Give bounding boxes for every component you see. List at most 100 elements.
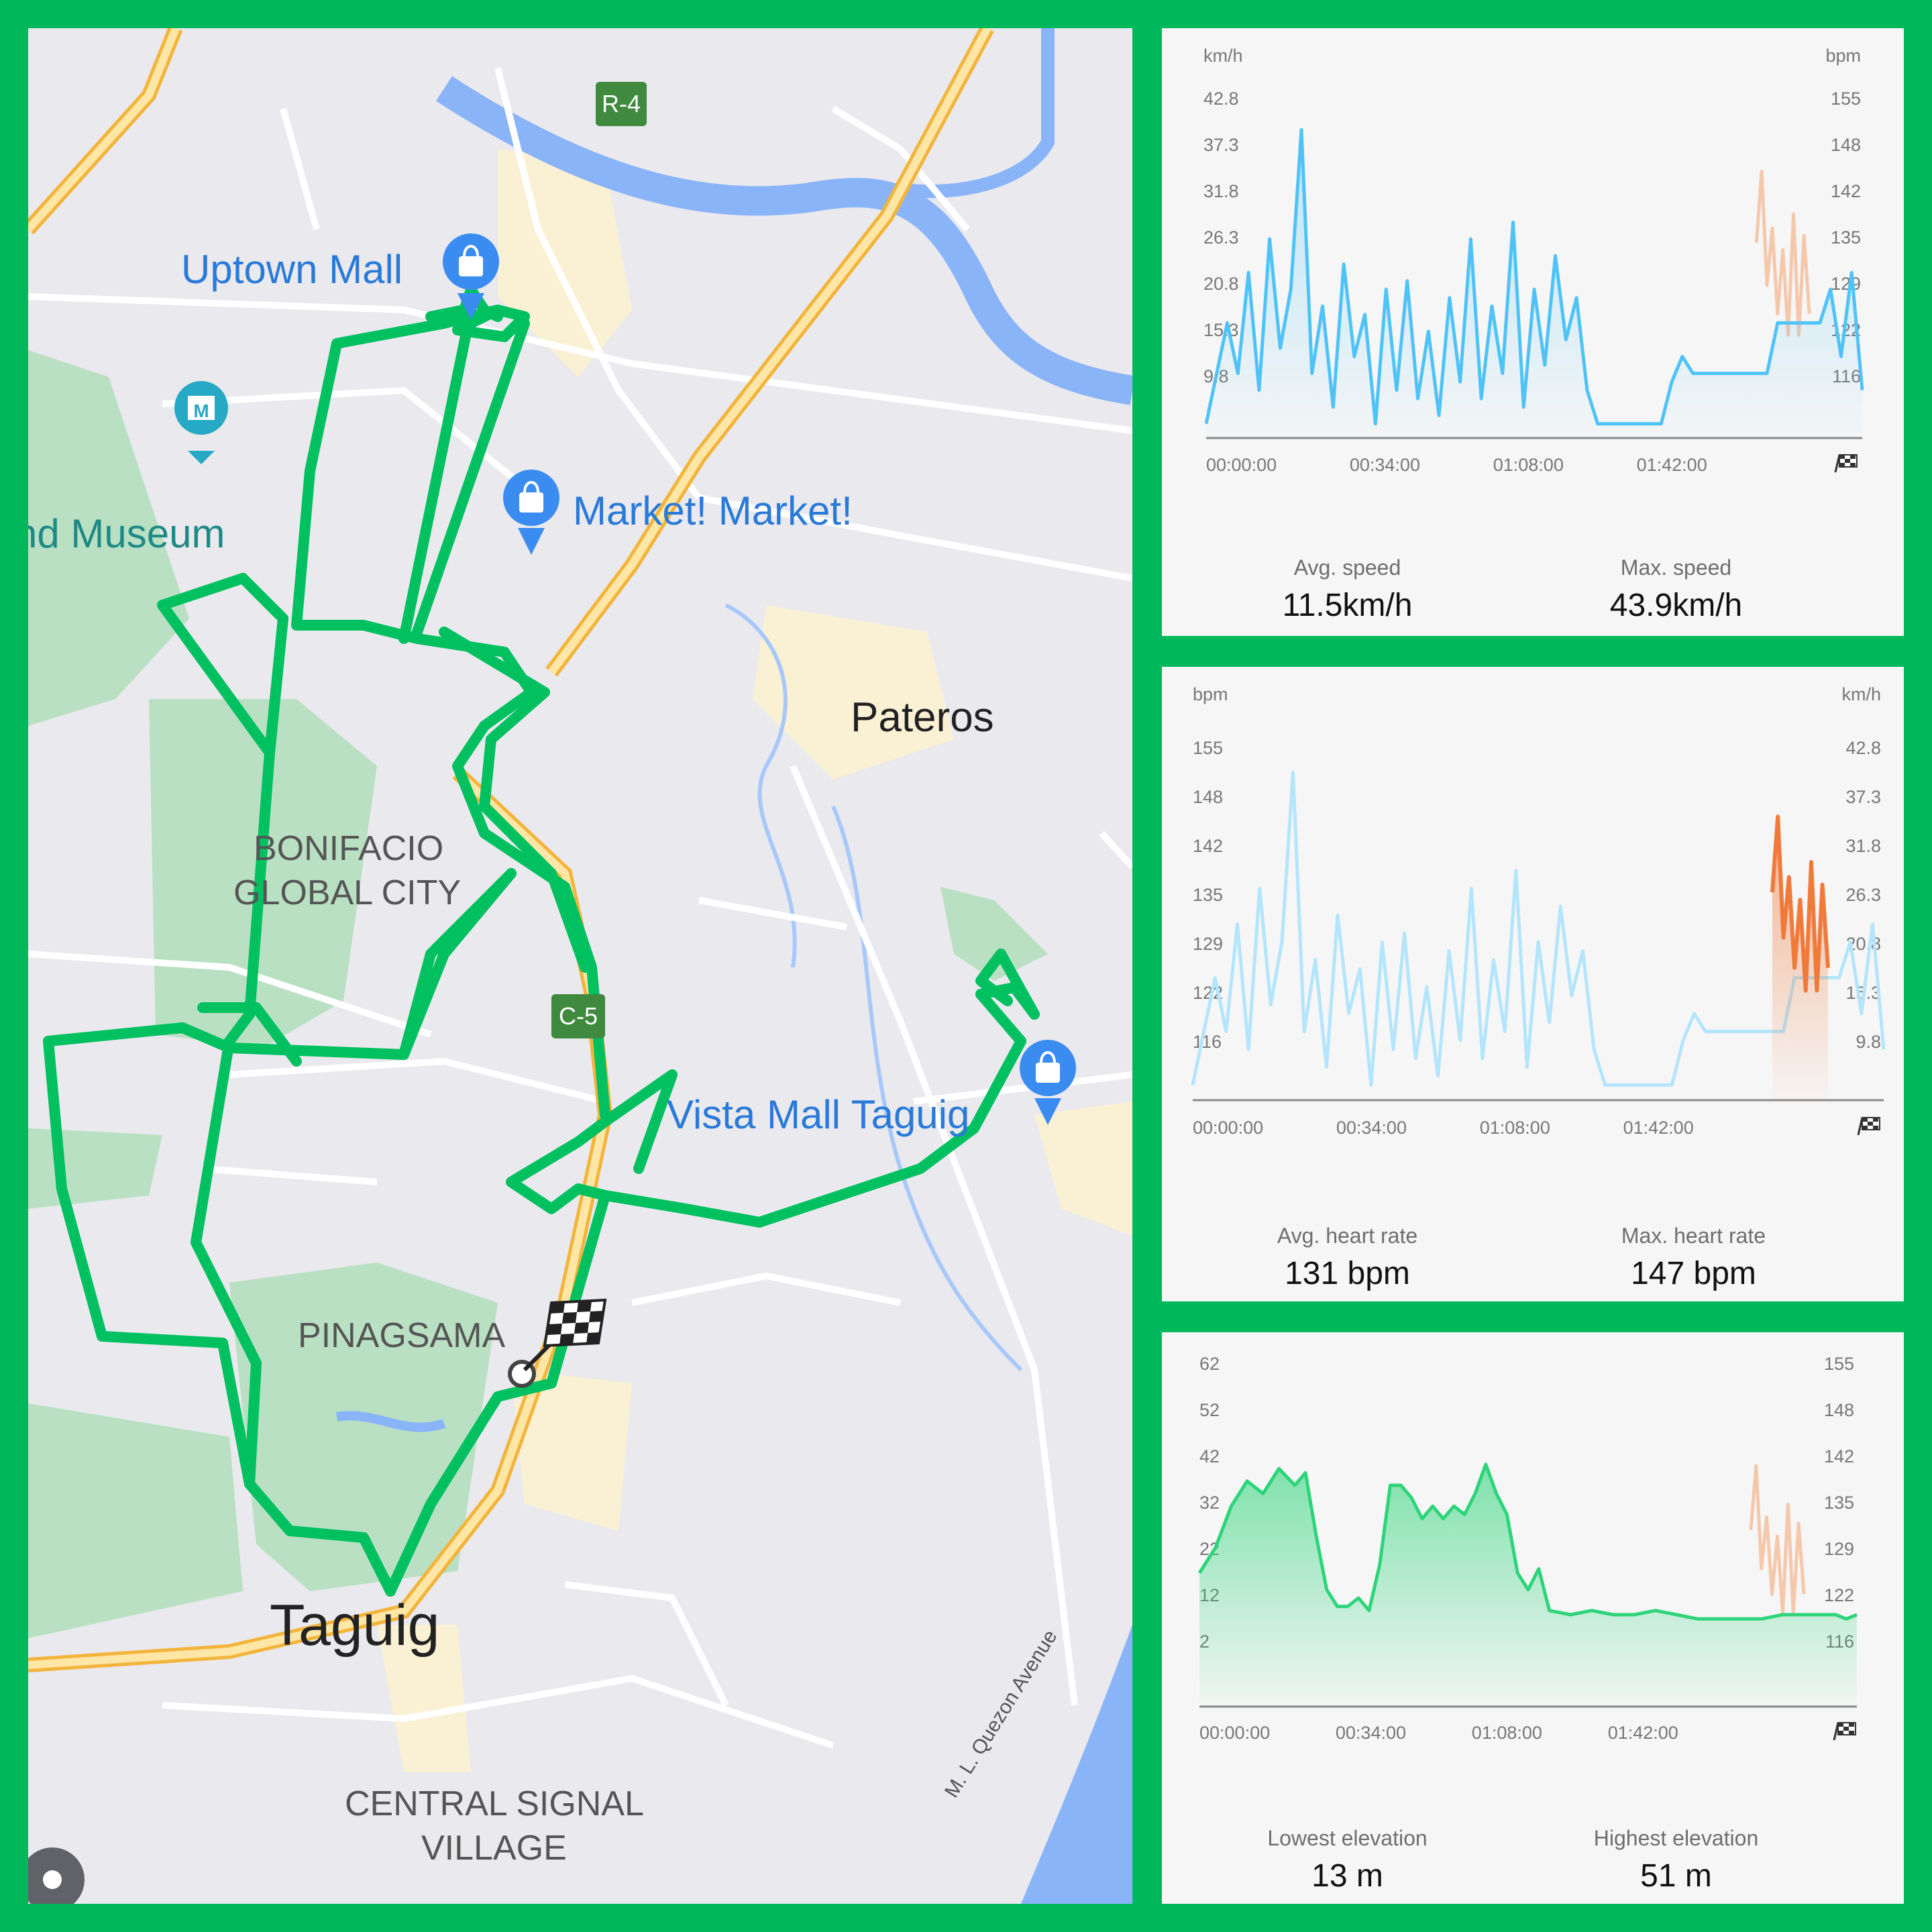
- activity-route: [43, 284, 1040, 1597]
- hr-left-tick: 116: [1193, 1032, 1222, 1052]
- highest-elevation-stat: Highest elevation 51 m: [1491, 1826, 1862, 1894]
- river: [436, 76, 1132, 405]
- hr-series-line: [1770, 814, 1830, 993]
- heart-rate-panel: bpm km/h 155 148 142 135 129 122 116 42.8 37.3 31…: [1162, 667, 1904, 1301]
- place-label-bgc-1: BONIFACIO: [254, 829, 443, 868]
- speed-right-tick: 142: [1831, 181, 1861, 201]
- place-label-pateros: Pateros: [851, 694, 994, 741]
- finish-flag-icon: [1857, 1117, 1880, 1136]
- park-area: [28, 1128, 162, 1209]
- hr-right-tick: 31.8: [1845, 836, 1881, 856]
- speed-right-tick: 148: [1831, 135, 1861, 155]
- lowest-elevation-stat: Lowest elevation 13 m: [1162, 1826, 1533, 1894]
- hr-x-tick: 00:00:00: [1193, 1118, 1263, 1138]
- place-label-market-market[interactable]: Market! Market!: [573, 488, 853, 533]
- road-shield-c5-label: C-5: [559, 1002, 598, 1030]
- hr-left-tick: 148: [1193, 787, 1223, 807]
- park-area: [941, 887, 1048, 981]
- elevation-panel: 625242322212215514814213512912211600:00:…: [1162, 1332, 1904, 1904]
- lake: [1021, 1625, 1132, 1904]
- elev-right-tick: 135: [1824, 1493, 1854, 1513]
- speed-right-tick: 135: [1831, 227, 1861, 248]
- avg-speed-stat: Avg. speed 11.5km/h: [1162, 555, 1533, 624]
- park-area: [28, 1403, 243, 1638]
- hr-right-tick: 26.3: [1845, 885, 1881, 905]
- museum-icon[interactable]: M: [174, 381, 228, 464]
- speed-left-unit: km/h: [1203, 46, 1243, 66]
- elevation-chart[interactable]: 625242322212215514814213512912211600:00:…: [1162, 1332, 1904, 1904]
- avg-speed-unit: km/h: [1342, 588, 1413, 623]
- max-hr-label: Max. heart rate: [1621, 1224, 1766, 1248]
- speed-series-line: [1204, 127, 1864, 426]
- elev-right-tick: 142: [1824, 1446, 1854, 1466]
- map-canvas: R-4 C-5 M Uptown Mall: [28, 28, 1132, 1904]
- elevation-series-line: [1197, 1462, 1858, 1621]
- speed-left-tick: 26.3: [1203, 227, 1239, 248]
- road-shield-r4-label: R-4: [602, 90, 641, 117]
- speed-left-tick: 15.3: [1203, 320, 1239, 340]
- place-label-central-1: CENTRAL SIGNAL: [345, 1784, 644, 1823]
- hr-left-tick: 155: [1193, 738, 1223, 758]
- place-label-bgc-2: GLOBAL CITY: [233, 873, 461, 912]
- hr-left-unit: bpm: [1193, 684, 1228, 704]
- hr-left-tick: 129: [1193, 934, 1223, 954]
- finish-flag-icon[interactable]: [523, 1298, 607, 1372]
- finish-flag-icon: [1833, 1722, 1856, 1741]
- elevation-series-area: [1199, 1464, 1857, 1707]
- place-label-pinagsama: PINAGSAMA: [298, 1316, 505, 1355]
- max-hr-stat: Max. heart rate 147 bpm: [1508, 1224, 1879, 1292]
- speed-left-tick: 42.8: [1203, 89, 1239, 109]
- creek: [724, 603, 797, 968]
- speed-chart[interactable]: km/h bpm 42.837.331.826.320.815.39.81551…: [1162, 28, 1904, 636]
- urban-area: [753, 605, 954, 780]
- hr-x-tick: 01:42:00: [1623, 1118, 1694, 1138]
- place-label-uptown-mall[interactable]: Uptown Mall: [181, 247, 402, 292]
- elev-right-tick: 155: [1824, 1354, 1854, 1374]
- route-map[interactable]: R-4 C-5 M Uptown Mall: [28, 28, 1132, 1904]
- elev-left-tick: 42: [1199, 1446, 1220, 1466]
- shopping-bag-icon[interactable]: [443, 233, 499, 320]
- elev-left-tick: 52: [1199, 1400, 1220, 1420]
- speed-x-tick: 01:42:00: [1637, 455, 1707, 475]
- highest-elevation-label: Highest elevation: [1593, 1826, 1759, 1850]
- elev-right-tick: 148: [1824, 1400, 1854, 1420]
- speed-right-tick: 155: [1831, 89, 1861, 109]
- hr-right-tick: 42.8: [1845, 738, 1881, 758]
- speed-hr-ghost-line: [1754, 170, 1811, 337]
- lowest-elevation-label: Lowest elevation: [1267, 1826, 1428, 1850]
- max-hr-unit: bpm: [1693, 1256, 1756, 1291]
- lowest-elevation-value: 13: [1311, 1858, 1348, 1894]
- place-label-taguig: Taguig: [270, 1593, 439, 1658]
- creek: [831, 805, 1023, 1372]
- hr-right-tick: 9.8: [1856, 1032, 1881, 1052]
- speed-panel: km/h bpm 42.8 37.3 31.8 26.3 20.8 15.3 9.8 155 1…: [1162, 28, 1904, 636]
- road-shield-c5: [551, 994, 605, 1038]
- shopping-bag-icon[interactable]: [1020, 1040, 1076, 1125]
- avg-speed-label: Avg. speed: [1293, 555, 1401, 580]
- elev-right-tick: 129: [1824, 1539, 1854, 1559]
- svg-text:M: M: [193, 400, 209, 421]
- hr-left-tick: 142: [1193, 836, 1223, 856]
- speed-right-tick: 129: [1831, 274, 1861, 294]
- max-speed-label: Max. speed: [1620, 555, 1732, 580]
- river: [899, 28, 1055, 199]
- max-speed-value: 43.9: [1609, 588, 1673, 623]
- avg-hr-stat: Avg. heart rate 131 bpm: [1162, 1224, 1533, 1292]
- heart-rate-chart[interactable]: bpm km/h 15514814213512912211642.837.331…: [1162, 667, 1904, 1301]
- elev-x-tick: 01:42:00: [1608, 1723, 1678, 1743]
- my-location-icon: [43, 1870, 62, 1889]
- place-label-museum[interactable]: nd Museum: [28, 511, 225, 556]
- hr-speed-ghost-line: [1191, 770, 1886, 1087]
- elev-hr-ghost-line: [1749, 1464, 1806, 1615]
- place-label-vista-mall[interactable]: Vista Mall Taguig: [667, 1092, 969, 1137]
- street-label-ml-quezon: M. L. Quezon Avenue: [941, 1626, 1062, 1802]
- urban-area: [377, 1625, 471, 1772]
- speed-left-tick: 31.8: [1203, 181, 1239, 201]
- speed-x-tick: 00:00:00: [1206, 455, 1277, 475]
- avg-hr-unit: bpm: [1347, 1256, 1410, 1291]
- highest-elevation-value: 51: [1640, 1858, 1676, 1894]
- elev-x-tick: 01:08:00: [1472, 1723, 1542, 1743]
- elev-x-tick: 00:00:00: [1199, 1723, 1270, 1743]
- shopping-bag-icon[interactable]: [503, 470, 559, 555]
- hr-right-unit: km/h: [1841, 684, 1881, 704]
